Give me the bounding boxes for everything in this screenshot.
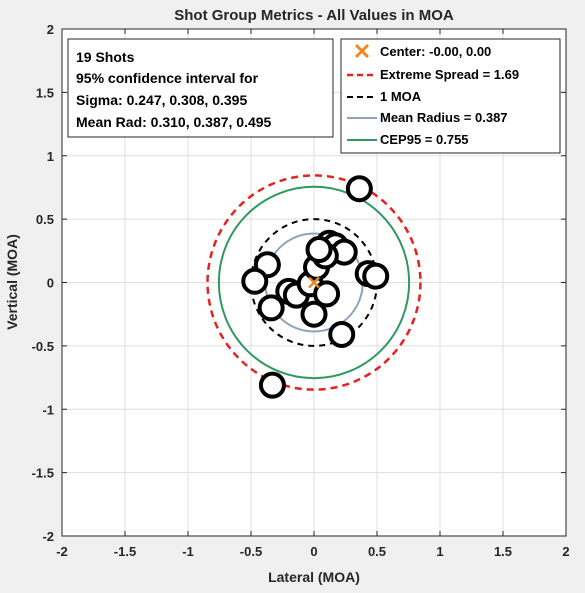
info-sigma: Sigma: 0.247, 0.308, 0.395: [76, 92, 247, 108]
y-tick-label: 1.5: [36, 85, 54, 100]
legend-cep95-label: CEP95 = 0.755: [380, 132, 469, 147]
info-box: 19 Shots 95% confidence interval for Sig…: [67, 38, 334, 138]
x-tick-label: -0.5: [240, 544, 262, 559]
y-tick-label: 0: [47, 276, 54, 291]
x-tick-label: 1.5: [494, 544, 512, 559]
y-tick-label: 2: [47, 22, 54, 37]
legend-1moa-label: 1 MOA: [380, 89, 422, 104]
axis-ticks: -2 -1.5 -1 -0.5 0 0.5 1 1.5 2 -2 -1.5 -1 -0.5 0 0.5 1 1.…: [32, 22, 570, 559]
legend-extreme-spread-label: Extreme Spread = 1.69: [380, 67, 519, 82]
info-box-frame: [67, 38, 334, 138]
shot-markers: [241, 175, 390, 399]
x-tick-label: -1: [182, 544, 194, 559]
y-axis-label: Vertical (MOA): [4, 234, 20, 330]
info-shot-count: 19 Shots: [76, 49, 135, 65]
legend-center-label: Center: -0.00, 0.00: [380, 44, 491, 59]
shot-marker: [305, 236, 333, 264]
shot-marker: [257, 294, 285, 322]
extreme-spread-circle: [206, 174, 422, 391]
y-tick-label: -1.5: [32, 466, 54, 481]
shot-marker: [313, 280, 341, 308]
legend-frame: [340, 38, 561, 154]
x-tick-label: 0: [310, 544, 317, 559]
x-tick-label: -2: [56, 544, 68, 559]
shot-marker: [345, 175, 373, 203]
shot-marker: [241, 267, 269, 295]
center-marker: [308, 276, 320, 289]
y-tick-label: -2: [42, 529, 54, 544]
chart-title: Shot Group Metrics - All Values in MOA: [174, 7, 454, 24]
legend-center-icon: [354, 43, 370, 59]
info-mean-radius: Mean Rad: 0.310, 0.387, 0.495: [76, 114, 272, 130]
legend-mean-radius-label: Mean Radius = 0.387: [380, 110, 508, 125]
y-tick-label: 0.5: [36, 212, 54, 227]
shot-marker: [328, 320, 356, 348]
x-tick-label: 0.5: [368, 544, 386, 559]
legend: Center: -0.00, 0.00 Extreme Spread = 1.6…: [340, 38, 561, 154]
info-ci-heading: 95% confidence interval for: [76, 70, 259, 86]
y-tick-label: 1: [47, 149, 54, 164]
shot-marker: [362, 262, 390, 290]
x-tick-label: -1.5: [114, 544, 136, 559]
x-axis-label: Lateral (MOA): [268, 569, 360, 585]
y-tick-label: -1: [42, 402, 54, 417]
x-tick-label: 1: [436, 544, 443, 559]
x-tick-label: 2: [562, 544, 569, 559]
shot-marker: [300, 300, 328, 328]
y-tick-label: -0.5: [32, 339, 54, 354]
cep95-circle: [217, 185, 411, 380]
center-x-stroke: [308, 276, 320, 289]
shot-marker: [258, 371, 286, 399]
